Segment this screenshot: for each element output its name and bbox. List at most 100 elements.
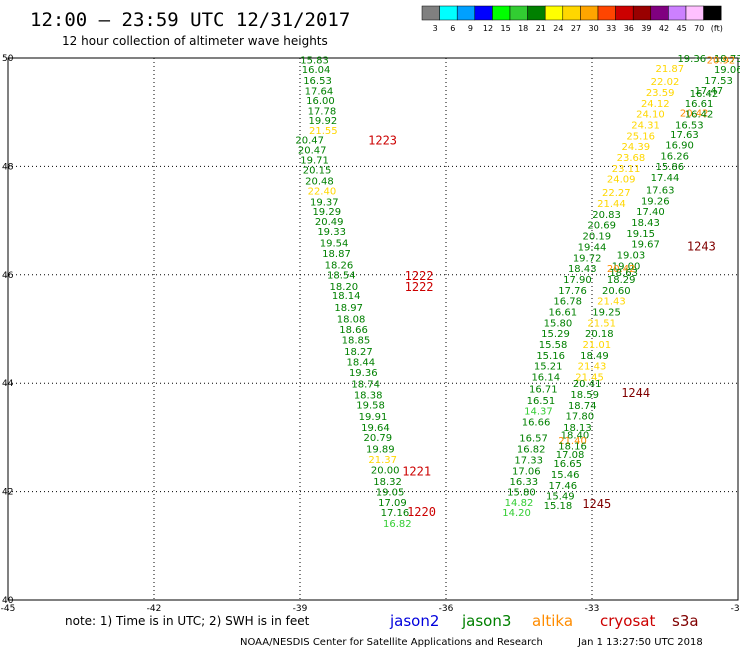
wave-height-value: 21.37 xyxy=(368,455,397,466)
wave-height-value: 19.36 xyxy=(677,54,706,65)
wave-height-value: 18.63 xyxy=(609,268,638,279)
wave-height-value: 24.10 xyxy=(636,110,665,121)
colorbar-swatch xyxy=(685,5,704,21)
wave-height-value: 19.33 xyxy=(317,227,346,238)
wave-height-value: 24.09 xyxy=(607,175,636,186)
wave-height-value: 17.63 xyxy=(646,186,675,197)
wave-height-value: 15.86 xyxy=(656,162,685,173)
wave-height-value: 18.66 xyxy=(339,325,368,336)
wave-height-value: 20.42 xyxy=(607,264,636,275)
y-tick-label: 46 xyxy=(2,271,14,281)
wave-height-value: 15.29 xyxy=(541,329,570,340)
tick-labels: -45 -42 -39 -36 -33 -30 40 42 44 46 48 50 xyxy=(1,54,740,614)
wave-height-value: 15.80 xyxy=(544,318,573,329)
colorbar-swatch xyxy=(544,5,564,21)
colorbar-swatch xyxy=(492,5,511,21)
wave-height-value: 18.74 xyxy=(568,401,597,412)
wave-height-value: 15.80 xyxy=(507,487,536,498)
wave-height-value: 19.36 xyxy=(349,368,378,379)
wave-height-value: 16.71 xyxy=(529,384,558,395)
wave-height-value: 25.16 xyxy=(626,131,655,142)
colorbar-label: 45 xyxy=(677,24,687,33)
wave-height-value: 17.53 xyxy=(704,76,733,87)
wave-height-value: 20.15 xyxy=(303,165,332,176)
wave-height-value: 17.06 xyxy=(512,466,541,477)
colorbar-swatch xyxy=(509,5,528,21)
wave-height-value: 21.43 xyxy=(578,362,607,373)
wave-height-value: 19.00 xyxy=(612,261,641,272)
wave-height-value: 18.73 xyxy=(714,54,740,65)
wave-height-value: 16.53 xyxy=(303,76,332,87)
wave-height-value: 16.57 xyxy=(519,434,548,445)
wave-height-value: 19.58 xyxy=(356,401,385,412)
satellite-cryosat-label: cryosat xyxy=(600,612,655,630)
wave-height-value: 19.64 xyxy=(361,423,390,434)
colorbar-swatch xyxy=(474,5,493,21)
wave-height-value: 17.64 xyxy=(305,86,334,97)
pass-time-label: 1243 xyxy=(687,239,716,253)
wave-height-value: 18.74 xyxy=(351,380,380,391)
wave-height-value: 15.58 xyxy=(539,340,568,351)
footer-note: note: 1) Time is in UTC; 2) SWH is in fe… xyxy=(65,614,310,628)
wave-height-value: 21.87 xyxy=(656,64,685,75)
wave-height-value: 20.83 xyxy=(592,210,621,221)
y-tick-label: 44 xyxy=(2,379,14,389)
wave-height-value: 20.41 xyxy=(573,379,602,390)
wave-height-value: 16.04 xyxy=(302,65,331,76)
wave-height-value: 17.90 xyxy=(563,275,592,286)
satellite-jason3-label: jason3 xyxy=(461,612,511,630)
wave-height-value: 24.31 xyxy=(631,120,660,131)
wave-height-value: 18.32 xyxy=(373,477,402,488)
wave-height-value: 18.29 xyxy=(607,275,636,286)
wave-height-value: 16.90 xyxy=(665,141,694,152)
x-tick-label: -30 xyxy=(731,604,740,614)
wave-height-value: 21.43 xyxy=(597,297,626,308)
wave-height-value: 18.38 xyxy=(354,390,383,401)
satellite-altika-label: altika xyxy=(532,612,573,630)
colorbar-swatch xyxy=(421,5,440,21)
wave-height-value: 21.45 xyxy=(575,372,604,383)
wave-height-value: 19.44 xyxy=(578,242,607,253)
wave-height-value: 15.16 xyxy=(536,351,565,362)
x-tick-label: -42 xyxy=(147,604,162,614)
wave-height-value: 15.21 xyxy=(534,362,563,373)
wave-height-value: 17.46 xyxy=(548,481,577,492)
wave-height-value: 14.82 xyxy=(505,498,534,509)
wave-height-value: 16.42 xyxy=(690,89,719,100)
wave-height-value: 16.65 xyxy=(553,459,582,470)
wave-height-value: 20.92 xyxy=(707,55,736,66)
wave-height-value: 16.51 xyxy=(527,396,556,407)
pass-time-label: 1220 xyxy=(407,505,436,519)
wave-height-value: 20.42 xyxy=(680,109,709,120)
wave-height-value: 17.44 xyxy=(651,173,680,184)
wave-height-value: 18.59 xyxy=(570,390,599,401)
wave-height-value: 22.40 xyxy=(308,187,337,198)
wave-height-value: 18.54 xyxy=(327,271,356,282)
wave-height-value: 21.55 xyxy=(309,126,338,137)
colorbar-label: (ft) xyxy=(711,24,723,33)
wave-height-value: 14.20 xyxy=(502,508,531,519)
wave-height-value: 20.18 xyxy=(585,329,614,340)
colorbar-swatch xyxy=(580,5,599,21)
wave-height-value: 19.92 xyxy=(309,116,338,127)
x-tick-label: -33 xyxy=(585,604,600,614)
wave-height-value: 18.44 xyxy=(347,357,376,368)
colorbar-label: 30 xyxy=(589,24,599,33)
colorbar-label: 27 xyxy=(571,24,581,33)
colorbar-swatch xyxy=(668,5,687,21)
wave-height-value: 21.01 xyxy=(583,340,612,351)
colorbar-swatch xyxy=(439,5,458,21)
wave-height-value: 19.25 xyxy=(592,307,621,318)
footer-credit: NOAA/NESDIS Center for Satellite Applica… xyxy=(240,637,543,648)
wave-height-value: 20.19 xyxy=(583,232,612,243)
wave-height-value: 19.05 xyxy=(376,487,405,498)
colorbar-label: 21 xyxy=(536,24,546,33)
wave-height-value: 18.26 xyxy=(325,260,354,271)
satellite-jason2-label: jason2 xyxy=(389,612,439,630)
wave-height-value: 17.40 xyxy=(636,207,665,218)
y-tick-label: 40 xyxy=(2,596,14,606)
colorbar-label: 39 xyxy=(641,24,651,33)
wave-height-value: 16.53 xyxy=(675,120,704,131)
